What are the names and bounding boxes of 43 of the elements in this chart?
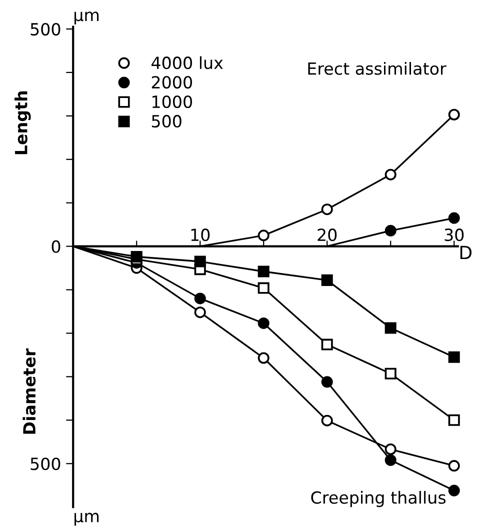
point	[321, 204, 333, 216]
y-axis-title: Length	[14, 91, 31, 154]
point	[384, 443, 396, 456]
y-tick-label: 500	[30, 458, 60, 470]
point	[384, 168, 396, 180]
annotation: Erect assimilator	[308, 62, 446, 75]
point	[384, 224, 396, 236]
point	[321, 414, 333, 426]
point	[258, 317, 270, 329]
legend-label: 4000 lux	[152, 56, 223, 70]
point	[384, 454, 396, 466]
point	[258, 352, 270, 364]
legend-label: 500	[152, 114, 182, 128]
point	[384, 368, 396, 380]
point	[194, 306, 206, 318]
x-axis-title: D	[460, 246, 472, 260]
point	[448, 460, 460, 472]
point	[130, 250, 142, 262]
y-tick-label: 0	[52, 240, 60, 253]
y-tick-label: 500	[30, 22, 60, 36]
point	[321, 274, 333, 286]
legend-label: 2000	[152, 76, 192, 89]
x-tick-label: 10	[191, 228, 210, 242]
point	[448, 212, 460, 224]
point	[321, 376, 333, 388]
point	[194, 292, 206, 304]
x-tick-label: 30	[444, 228, 464, 242]
point	[258, 266, 270, 278]
point	[258, 230, 270, 242]
text: μm	[74, 12, 99, 24]
x-tick-label: 20	[318, 228, 337, 242]
point	[194, 256, 206, 268]
point	[384, 322, 396, 334]
annotation: Creeping thallus	[311, 490, 446, 508]
legend-label: 1000	[152, 95, 192, 108]
point	[448, 351, 460, 363]
point	[321, 338, 333, 350]
point	[448, 414, 460, 426]
text: Diameter	[22, 348, 36, 434]
point	[448, 484, 460, 496]
text: μm	[74, 512, 99, 526]
point	[448, 108, 460, 120]
point	[258, 282, 270, 294]
